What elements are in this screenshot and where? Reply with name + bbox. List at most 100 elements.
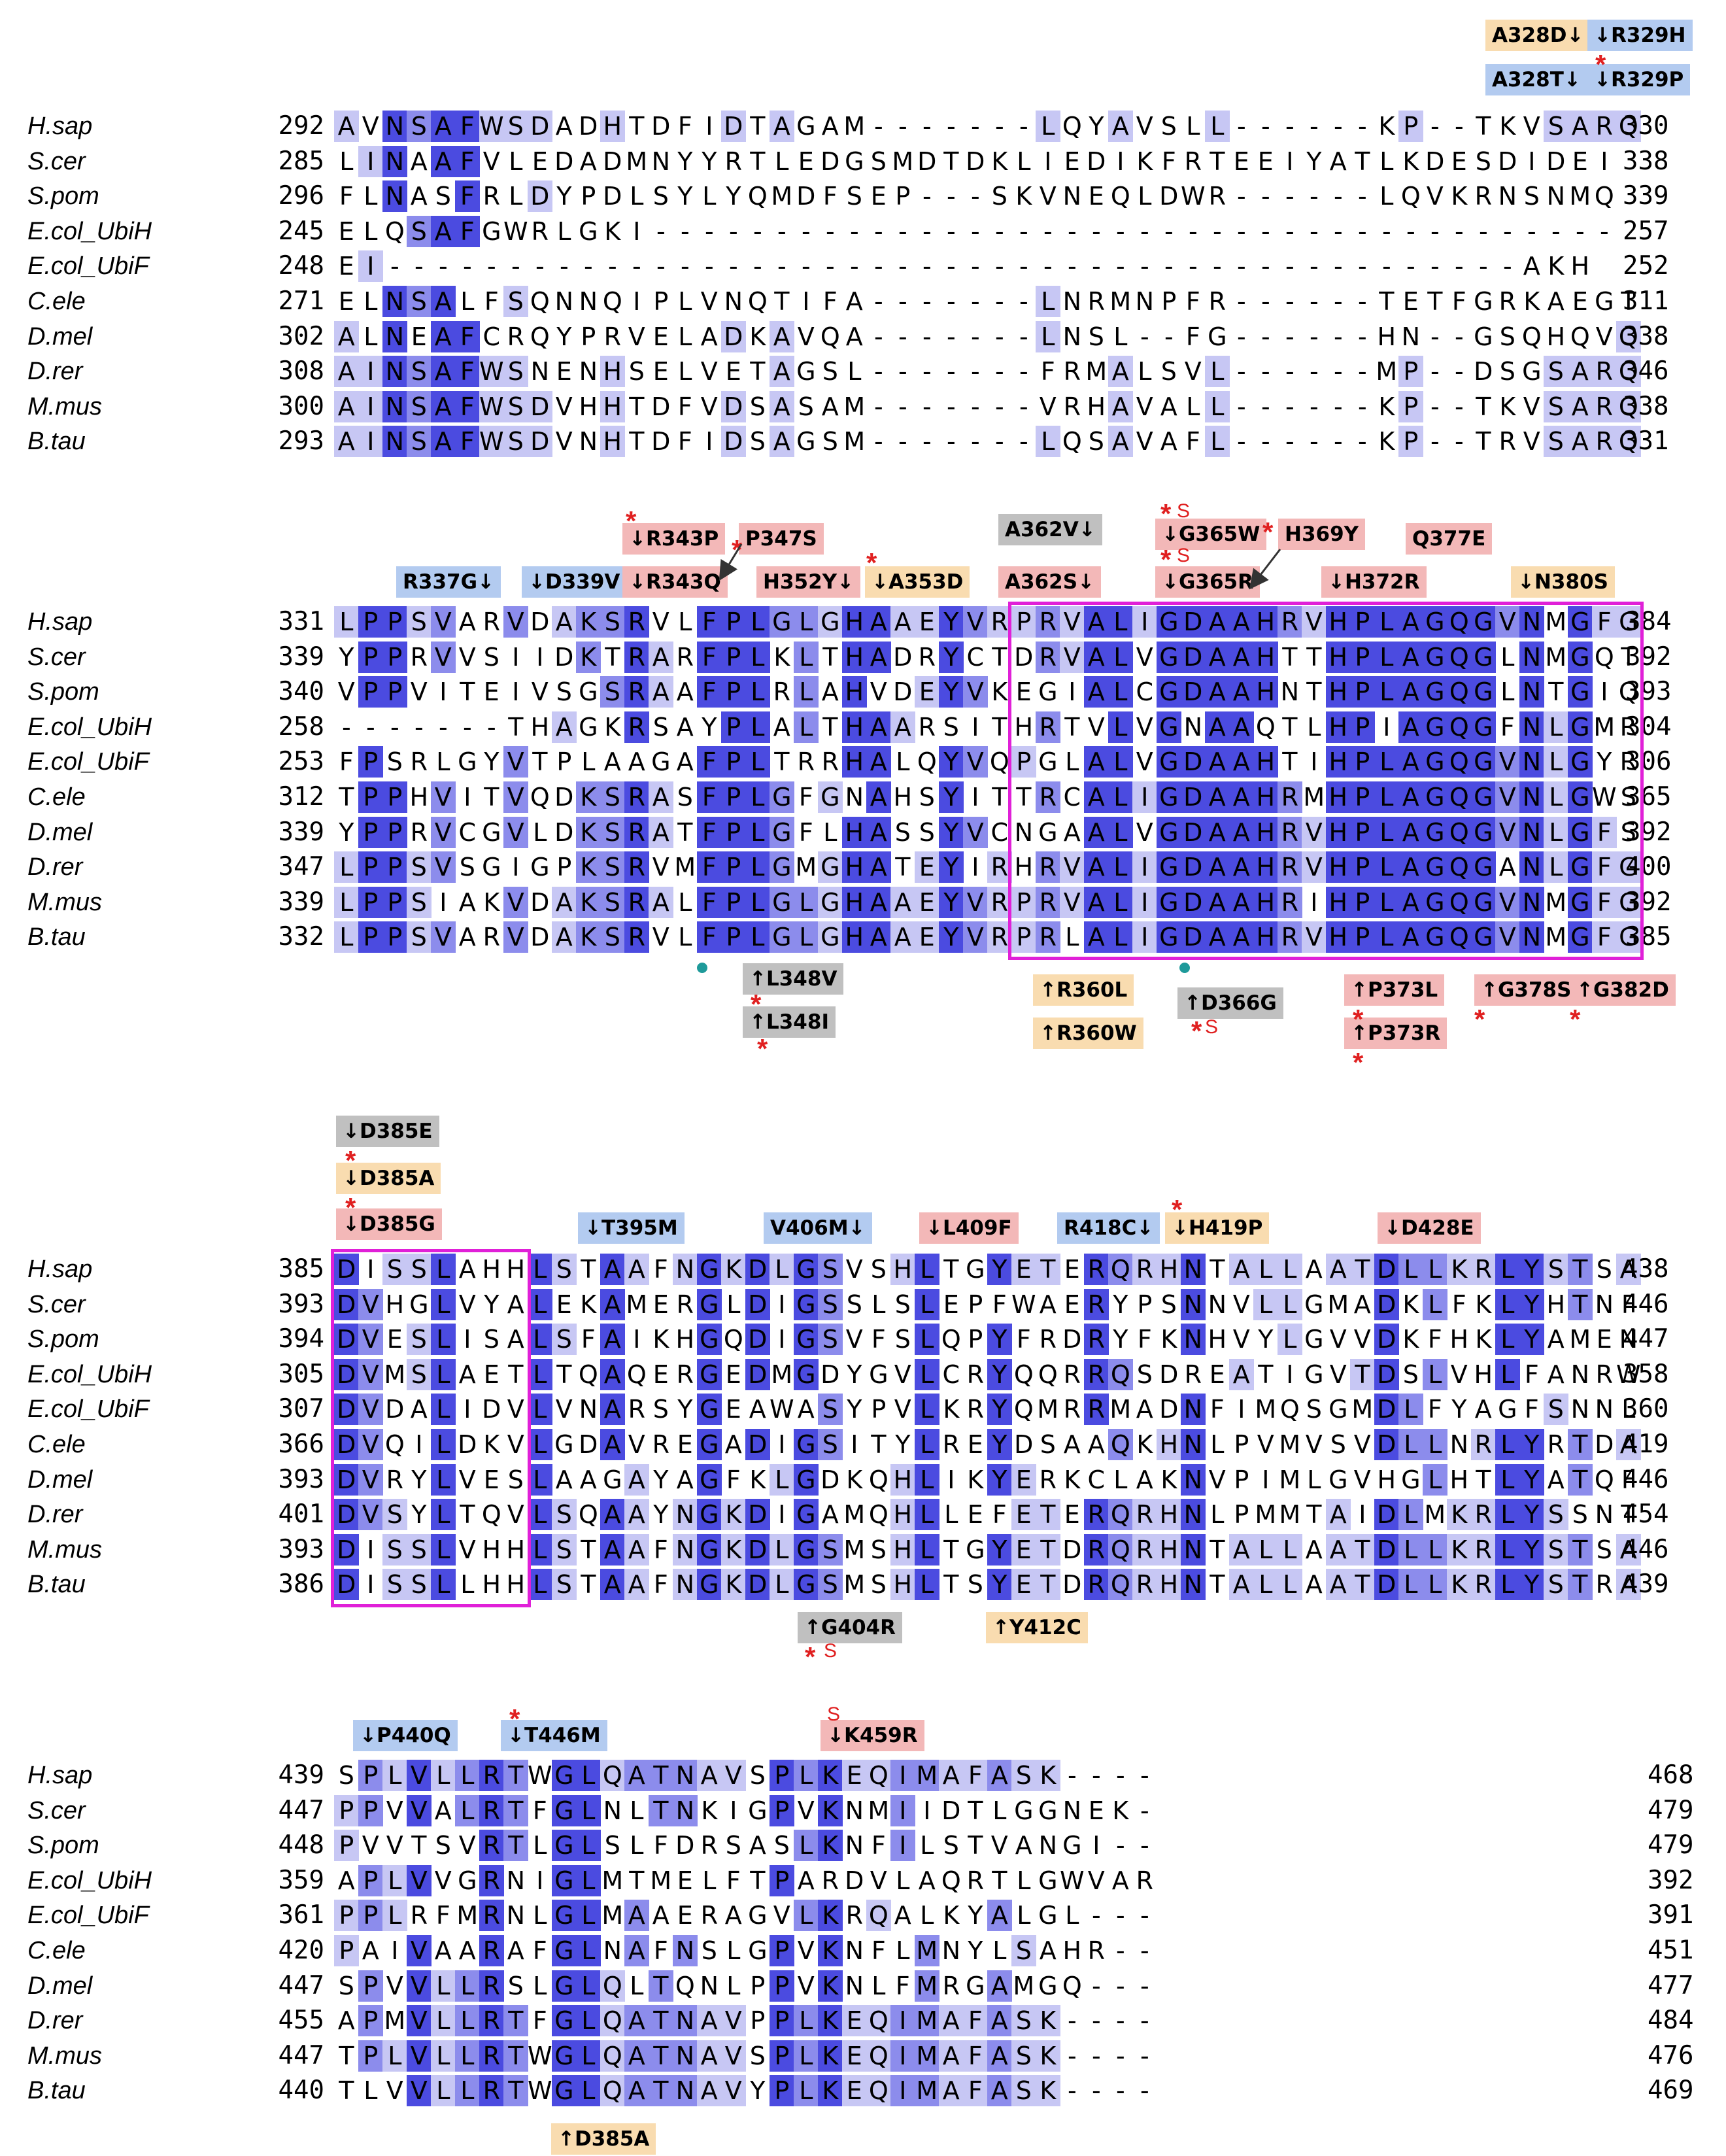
residue: T xyxy=(649,2075,673,2107)
mutation-star-icon: * xyxy=(1353,1047,1364,1078)
residue: L xyxy=(1017,1901,1031,1930)
residue: G xyxy=(770,816,794,848)
residue: - xyxy=(1164,322,1174,351)
residue: Y xyxy=(411,1465,427,1494)
residue: Q xyxy=(941,1866,961,1895)
residue: F xyxy=(963,2040,988,2072)
start-position: 302 xyxy=(278,321,324,351)
mutation-tag: ↑D366G xyxy=(1177,987,1283,1019)
residue: P xyxy=(968,1290,983,1319)
residue: A xyxy=(600,1499,625,1531)
residue: G xyxy=(770,781,794,813)
residue: T xyxy=(1427,287,1443,316)
residue: G xyxy=(794,1358,819,1390)
residue: H xyxy=(506,1255,526,1284)
mutation-star-icon: * xyxy=(509,1703,520,1734)
residue: - xyxy=(1236,322,1246,351)
residue: L xyxy=(334,851,359,883)
start-position: 447 xyxy=(278,2040,324,2070)
residue: R xyxy=(1084,1254,1109,1285)
residue: - xyxy=(583,252,593,281)
residue: R xyxy=(1592,426,1617,458)
residue: V xyxy=(1329,1360,1347,1389)
species-label: E.col_UbiF xyxy=(27,1395,149,1424)
residue: I xyxy=(1132,851,1157,883)
residue: H xyxy=(890,1463,915,1496)
residue: L xyxy=(745,606,770,638)
residue: Y xyxy=(677,182,693,211)
residue: L xyxy=(431,1324,456,1356)
residue: S xyxy=(435,1831,451,1860)
residue: Q xyxy=(1616,390,1641,422)
residue: K xyxy=(1136,1430,1153,1459)
residue: - xyxy=(1115,2041,1125,2070)
residue: L xyxy=(431,2075,456,2107)
mutation-tag: A328T↓ xyxy=(1485,64,1587,95)
residue: L xyxy=(1036,111,1060,142)
residue: G xyxy=(579,677,598,707)
residue: G xyxy=(770,606,794,638)
residue: I xyxy=(633,1325,641,1354)
residue: T xyxy=(1210,1255,1225,1284)
residue: L xyxy=(915,1533,939,1566)
residue: - xyxy=(486,712,496,742)
residue: Y xyxy=(1258,1325,1274,1354)
residue: V xyxy=(407,1935,432,1966)
residue: R xyxy=(1619,747,1637,777)
residue: P xyxy=(358,886,383,918)
residue: V xyxy=(434,1866,452,1895)
residue: T xyxy=(822,642,838,672)
residue: G xyxy=(552,2075,577,2107)
residue: L xyxy=(1495,1533,1520,1566)
residue: - xyxy=(1261,392,1270,421)
residue: L xyxy=(1253,1288,1278,1320)
residue: N xyxy=(382,390,407,422)
mutation-tag: ↑L348I xyxy=(743,1006,836,1038)
mutation-tag: ↓G365R xyxy=(1155,566,1260,598)
residue: A xyxy=(1523,252,1540,281)
residue: E xyxy=(1064,1290,1080,1319)
mutation-tag: ↓D339V xyxy=(522,566,627,598)
residue: P xyxy=(358,1900,383,1932)
species-label: S.cer xyxy=(27,147,86,175)
residue: A xyxy=(1229,921,1254,953)
residue: P xyxy=(1350,851,1375,883)
residue: N xyxy=(1181,1429,1206,1460)
mutation-star-icon: * xyxy=(1160,544,1172,575)
residue: G xyxy=(1014,1796,1034,1825)
residue: - xyxy=(994,216,1004,246)
residue: V xyxy=(1495,886,1520,918)
teal-dot-icon xyxy=(1179,963,1190,973)
species-label: D.mel xyxy=(27,818,93,846)
residue: G xyxy=(651,747,671,777)
residue: R xyxy=(1084,1358,1109,1390)
residue: R xyxy=(1036,886,1060,918)
residue: G xyxy=(1471,746,1496,778)
residue: L xyxy=(576,1760,601,1791)
residue: Q xyxy=(602,287,622,316)
residue: E xyxy=(842,2040,867,2072)
residue: S xyxy=(870,146,887,176)
residue: S xyxy=(552,1569,577,1601)
residue: - xyxy=(1140,216,1149,246)
residue: D xyxy=(530,923,550,952)
residue: L xyxy=(509,182,523,211)
residue: R xyxy=(676,1360,694,1389)
residue: - xyxy=(1430,252,1440,281)
residue: - xyxy=(1140,1796,1149,1825)
start-position: 339 xyxy=(278,642,324,672)
residue: A xyxy=(410,146,428,176)
residue: I xyxy=(358,356,383,388)
residue: E xyxy=(1233,146,1249,176)
residue: H xyxy=(506,1570,526,1600)
residue: N xyxy=(673,2005,698,2037)
residue: V xyxy=(963,921,988,953)
residue: G xyxy=(1157,606,1181,638)
species-label: M.mus xyxy=(27,392,102,420)
residue: L xyxy=(1138,182,1152,211)
residue: V xyxy=(407,1760,432,1791)
residue: F xyxy=(1451,287,1466,316)
end-position: 477 xyxy=(1648,1970,1694,2000)
residue: Q xyxy=(626,1360,647,1389)
residue: M xyxy=(915,2075,939,2107)
